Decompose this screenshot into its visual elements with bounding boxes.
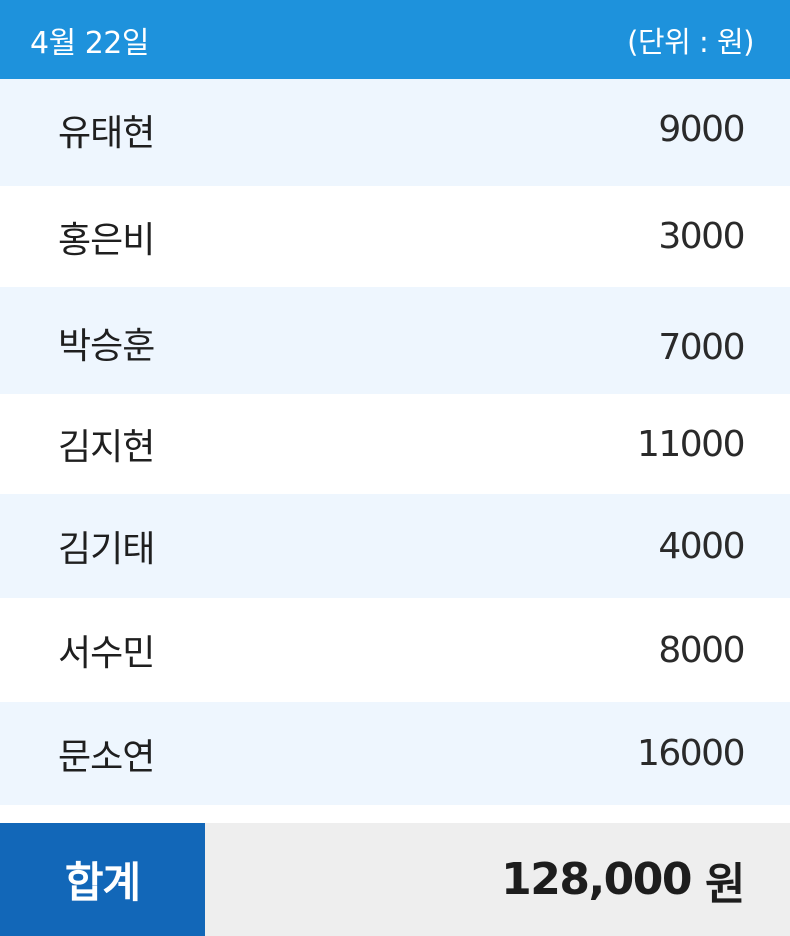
- table-row: 김기태 4000: [0, 494, 790, 598]
- total-row: 합계 128,000 원: [0, 823, 790, 936]
- row-amount: 4000: [658, 525, 745, 567]
- row-name: 김기태: [58, 529, 155, 570]
- total-amount: 128,000: [501, 854, 692, 905]
- row-amount: 7000: [658, 327, 745, 368]
- row-name: 박승훈: [58, 326, 155, 367]
- row-amount: 8000: [658, 629, 745, 671]
- table-row: 홍은비 3000: [0, 186, 790, 287]
- total-value-box: 128,000 원: [205, 823, 790, 936]
- row-name: 홍은비: [58, 219, 155, 261]
- row-amount: 11000: [636, 423, 746, 465]
- table-row: 문소연 16000: [0, 702, 790, 805]
- table-row: 서수민 8000: [0, 598, 790, 702]
- row-name: 문소연: [58, 736, 155, 778]
- table-header: 4월 22일 (단위 : 원): [0, 0, 790, 79]
- header-unit: (단위 : 원): [627, 24, 754, 59]
- row-amount: 9000: [658, 109, 745, 150]
- table-row: 박승훈 7000: [0, 287, 790, 394]
- table-body: 유태현 9000 홍은비 3000 박승훈 7000 김지현 11000 김기태…: [0, 79, 790, 805]
- header-date: 4월 22일: [30, 25, 150, 61]
- total-label: 합계: [0, 823, 205, 936]
- row-name: 서수민: [58, 633, 155, 674]
- total-currency: 원: [705, 858, 745, 910]
- row-name: 김지현: [58, 427, 155, 468]
- row-name: 유태현: [58, 112, 155, 154]
- table-row: 유태현 9000: [0, 79, 790, 186]
- row-amount: 3000: [658, 216, 745, 257]
- table-row: 김지현 11000: [0, 394, 790, 494]
- row-amount: 16000: [636, 733, 746, 774]
